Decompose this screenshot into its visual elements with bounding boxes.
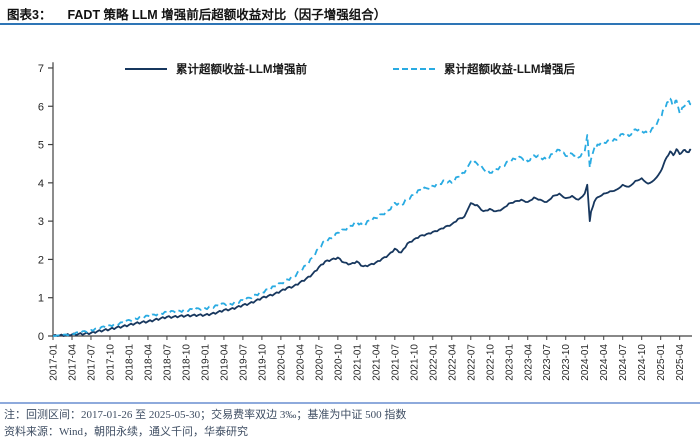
svg-text:2022-04: 2022-04 (447, 344, 458, 381)
line-chart: 0 1 2 3 4 5 6 7 2017-01 2017-04 2017-07 2017-10 2018… (38, 62, 692, 381)
svg-text:2022-07: 2022-07 (466, 344, 477, 381)
svg-text:2018-01: 2018-01 (124, 344, 135, 381)
dashed-line-swatch (393, 68, 435, 70)
svg-text:2023-01: 2023-01 (504, 344, 515, 381)
svg-text:2021-07: 2021-07 (390, 344, 401, 381)
svg-text:2024-01: 2024-01 (580, 344, 591, 381)
svg-text:2023-04: 2023-04 (523, 344, 534, 381)
svg-text:2017-10: 2017-10 (105, 344, 116, 381)
svg-text:2020-04: 2020-04 (295, 344, 306, 381)
footer-divider (0, 402, 700, 404)
svg-text:2017-01: 2017-01 (49, 344, 60, 381)
svg-text:2022-10: 2022-10 (485, 344, 496, 381)
solid-line-swatch (125, 68, 168, 70)
svg-text:4: 4 (38, 178, 44, 190)
legend-label-before: 累计超额收益-LLM增强前 (176, 64, 307, 76)
svg-text:7: 7 (38, 63, 44, 75)
source-note: 资料来源：Wind，朝阳永续，通义千问，华泰研究 (4, 426, 248, 438)
svg-text:3: 3 (38, 216, 44, 228)
svg-text:2019-01: 2019-01 (200, 344, 211, 381)
legend-label-after: 累计超额收益-LLM增强后 (444, 64, 575, 76)
svg-text:2: 2 (38, 254, 44, 266)
svg-text:2024-04: 2024-04 (599, 344, 610, 381)
title-divider (0, 23, 700, 25)
svg-text:2020-10: 2020-10 (333, 344, 344, 381)
svg-text:2023-10: 2023-10 (561, 344, 572, 381)
legend-item-after: 累计超额收益-LLM增强后 (393, 61, 575, 77)
svg-text:2025-04: 2025-04 (675, 344, 686, 381)
svg-text:2022-01: 2022-01 (428, 344, 439, 381)
svg-text:6: 6 (38, 101, 44, 113)
chart-legend: 累计超额收益-LLM增强前 累计超额收益-LLM增强后 (0, 61, 700, 77)
svg-text:2025-01: 2025-01 (656, 344, 667, 381)
svg-text:2024-10: 2024-10 (637, 344, 648, 381)
svg-text:2021-01: 2021-01 (352, 344, 363, 381)
svg-text:2018-04: 2018-04 (143, 344, 154, 381)
figure-number-label: 图表3： (7, 8, 52, 22)
svg-text:1: 1 (38, 293, 44, 305)
svg-text:2017-04: 2017-04 (67, 344, 78, 381)
legend-item-before: 累计超额收益-LLM增强前 (125, 61, 307, 77)
svg-text:2021-04: 2021-04 (371, 344, 382, 381)
svg-text:2018-10: 2018-10 (181, 344, 192, 381)
svg-text:2024-07: 2024-07 (618, 344, 629, 381)
backtest-note: 注：回测区间：2017-01-26 至 2025-05-30；交易费率双边 3‰… (4, 409, 407, 421)
svg-text:2017-07: 2017-07 (86, 344, 97, 381)
svg-text:2019-10: 2019-10 (257, 344, 268, 381)
svg-text:5: 5 (38, 140, 44, 152)
figure-title: 图表3： FADT 策略 LLM 增强前后超额收益对比（因子增强组合） (7, 4, 386, 23)
svg-text:2020-07: 2020-07 (314, 344, 325, 381)
svg-text:2019-04: 2019-04 (219, 344, 230, 381)
svg-text:2018-07: 2018-07 (162, 344, 173, 381)
svg-text:2023-07: 2023-07 (542, 344, 553, 381)
figure-title-text: FADT 策略 LLM 增强前后超额收益对比（因子增强组合） (67, 8, 387, 22)
svg-text:2020-01: 2020-01 (276, 344, 287, 381)
svg-text:2021-10: 2021-10 (409, 344, 420, 381)
svg-text:0: 0 (38, 331, 44, 343)
svg-text:2019-07: 2019-07 (238, 344, 249, 381)
